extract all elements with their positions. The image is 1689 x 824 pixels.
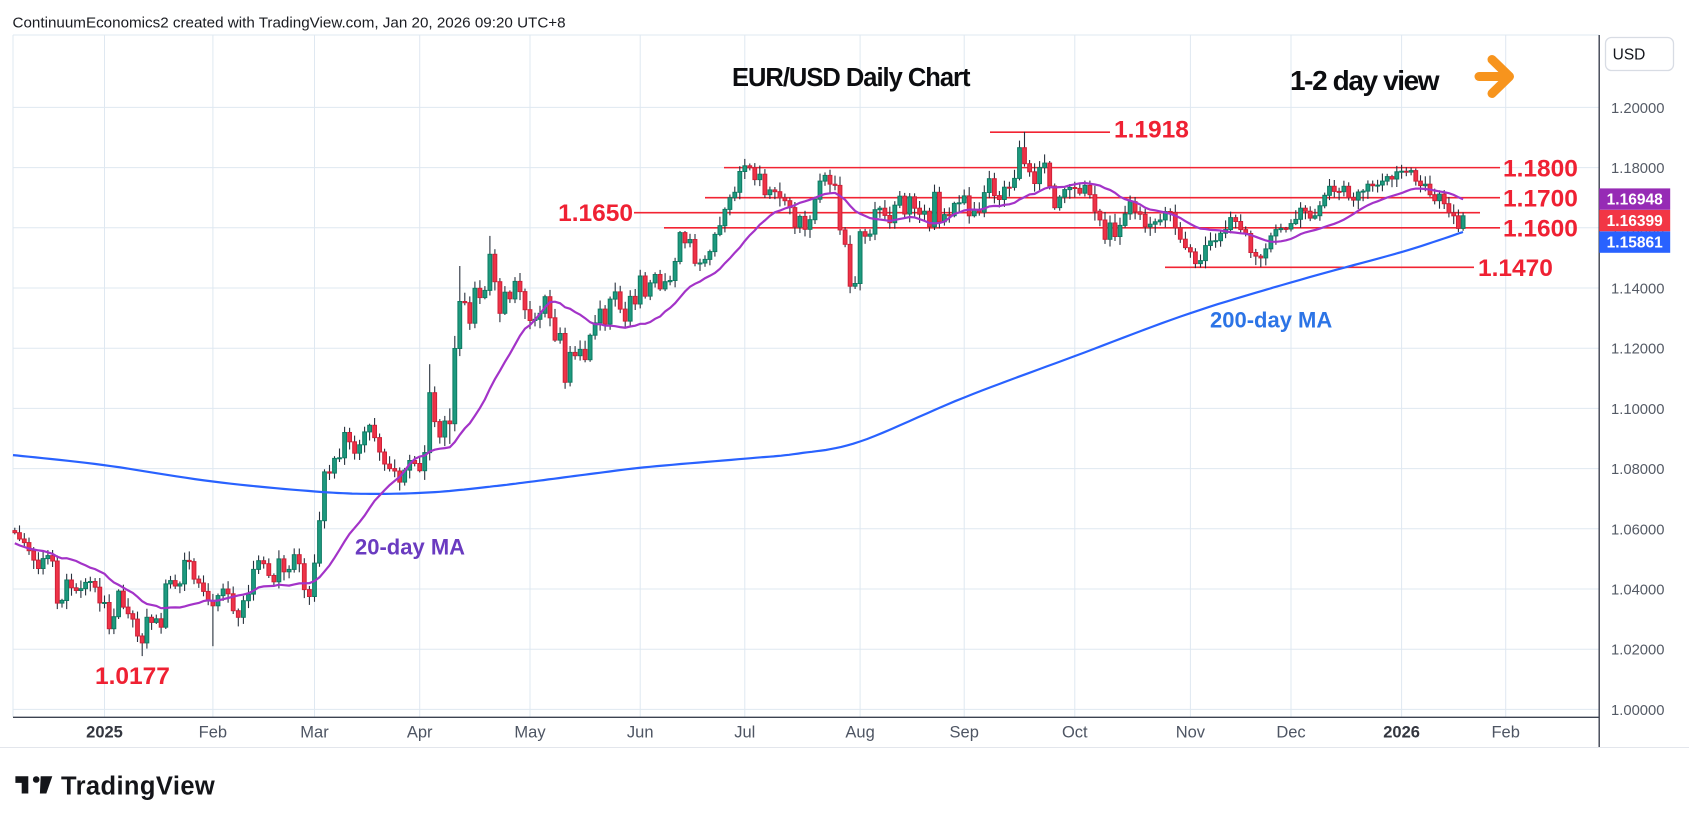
svg-text:1.1918: 1.1918 (1114, 117, 1189, 144)
svg-text:1.14000: 1.14000 (1611, 282, 1665, 298)
svg-text:Jul: Jul (734, 724, 755, 742)
svg-text:2026: 2026 (1383, 724, 1420, 742)
svg-text:May: May (514, 724, 546, 742)
svg-text:1.1470: 1.1470 (1478, 255, 1553, 282)
svg-text:EUR/USD Daily Chart: EUR/USD Daily Chart (732, 64, 971, 92)
svg-text:Feb: Feb (1491, 724, 1519, 742)
svg-text:1.15861: 1.15861 (1607, 235, 1663, 252)
svg-text:1.12000: 1.12000 (1611, 342, 1665, 358)
svg-text:ContinuumEconomics2 created wi: ContinuumEconomics2 created with Trading… (13, 15, 566, 32)
svg-text:Feb: Feb (199, 724, 227, 742)
svg-text:Mar: Mar (300, 724, 329, 742)
svg-text:20-day MA: 20-day MA (355, 535, 465, 560)
svg-text:1.0177: 1.0177 (95, 663, 170, 690)
svg-text:Sep: Sep (950, 724, 979, 742)
svg-text:1.16399: 1.16399 (1607, 213, 1663, 230)
svg-text:1.20000: 1.20000 (1611, 101, 1665, 117)
svg-text:1.16948: 1.16948 (1607, 192, 1663, 209)
svg-text:Apr: Apr (407, 724, 433, 742)
svg-text:1.1650: 1.1650 (558, 200, 633, 227)
svg-text:Jun: Jun (627, 724, 654, 742)
svg-text:1.1600: 1.1600 (1503, 216, 1578, 243)
svg-text:TradingView: TradingView (61, 772, 215, 800)
svg-text:2025: 2025 (86, 724, 123, 742)
svg-text:1.02000: 1.02000 (1611, 643, 1665, 659)
svg-text:1-2 day view: 1-2 day view (1290, 65, 1440, 96)
svg-text:1.10000: 1.10000 (1611, 402, 1665, 418)
svg-text:1.1700: 1.1700 (1503, 186, 1578, 213)
svg-text:200-day MA: 200-day MA (1210, 308, 1332, 333)
svg-text:1.08000: 1.08000 (1611, 462, 1665, 478)
svg-text:Aug: Aug (845, 724, 874, 742)
svg-text:1.04000: 1.04000 (1611, 583, 1665, 599)
svg-text:1.00000: 1.00000 (1611, 703, 1665, 719)
svg-text:USD: USD (1613, 47, 1646, 64)
svg-text:Dec: Dec (1276, 724, 1305, 742)
svg-text:1.18000: 1.18000 (1611, 161, 1665, 177)
svg-text:1.06000: 1.06000 (1611, 522, 1665, 538)
svg-text:Nov: Nov (1176, 724, 1206, 742)
svg-text:1.1800: 1.1800 (1503, 155, 1578, 182)
svg-text:Oct: Oct (1062, 724, 1088, 742)
